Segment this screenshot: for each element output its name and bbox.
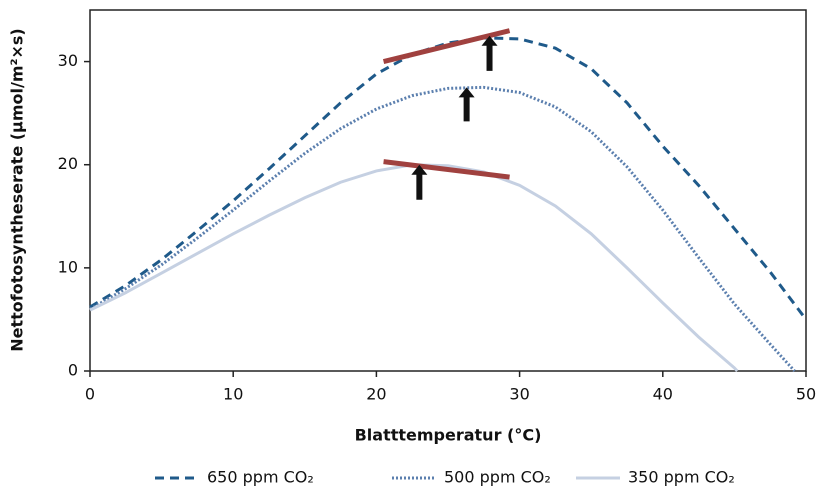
legend-label: 650 ppm CO₂ bbox=[207, 468, 314, 487]
arrow bbox=[458, 87, 475, 122]
x-tick-label: 10 bbox=[223, 385, 243, 404]
plot-frame bbox=[89, 9, 807, 372]
x-tick-label: 0 bbox=[85, 385, 95, 404]
x-tick-label: 20 bbox=[366, 385, 386, 404]
y-axis-title: Nettofotosyntheserate (µmol/m²×s) bbox=[8, 28, 27, 352]
series-line bbox=[89, 36, 808, 321]
y-tick-label: 10 bbox=[58, 257, 78, 276]
tangent-line bbox=[383, 159, 510, 180]
tangent-line bbox=[382, 28, 511, 64]
y-tick-label: 0 bbox=[68, 361, 78, 380]
x-tick-label: 30 bbox=[509, 385, 529, 404]
legend-label: 500 ppm CO₂ bbox=[444, 468, 551, 487]
arrow bbox=[481, 35, 498, 71]
x-axis-title: Blatttemperatur (°C) bbox=[355, 426, 542, 445]
x-tick-label: 50 bbox=[796, 385, 816, 404]
y-tick-label: 20 bbox=[58, 154, 78, 173]
series-line bbox=[89, 163, 739, 373]
arrow bbox=[411, 164, 428, 200]
series-line bbox=[89, 85, 796, 373]
legend-label: 350 ppm CO₂ bbox=[628, 468, 735, 487]
x-tick-label: 40 bbox=[653, 385, 673, 404]
y-tick-label: 30 bbox=[58, 51, 78, 70]
